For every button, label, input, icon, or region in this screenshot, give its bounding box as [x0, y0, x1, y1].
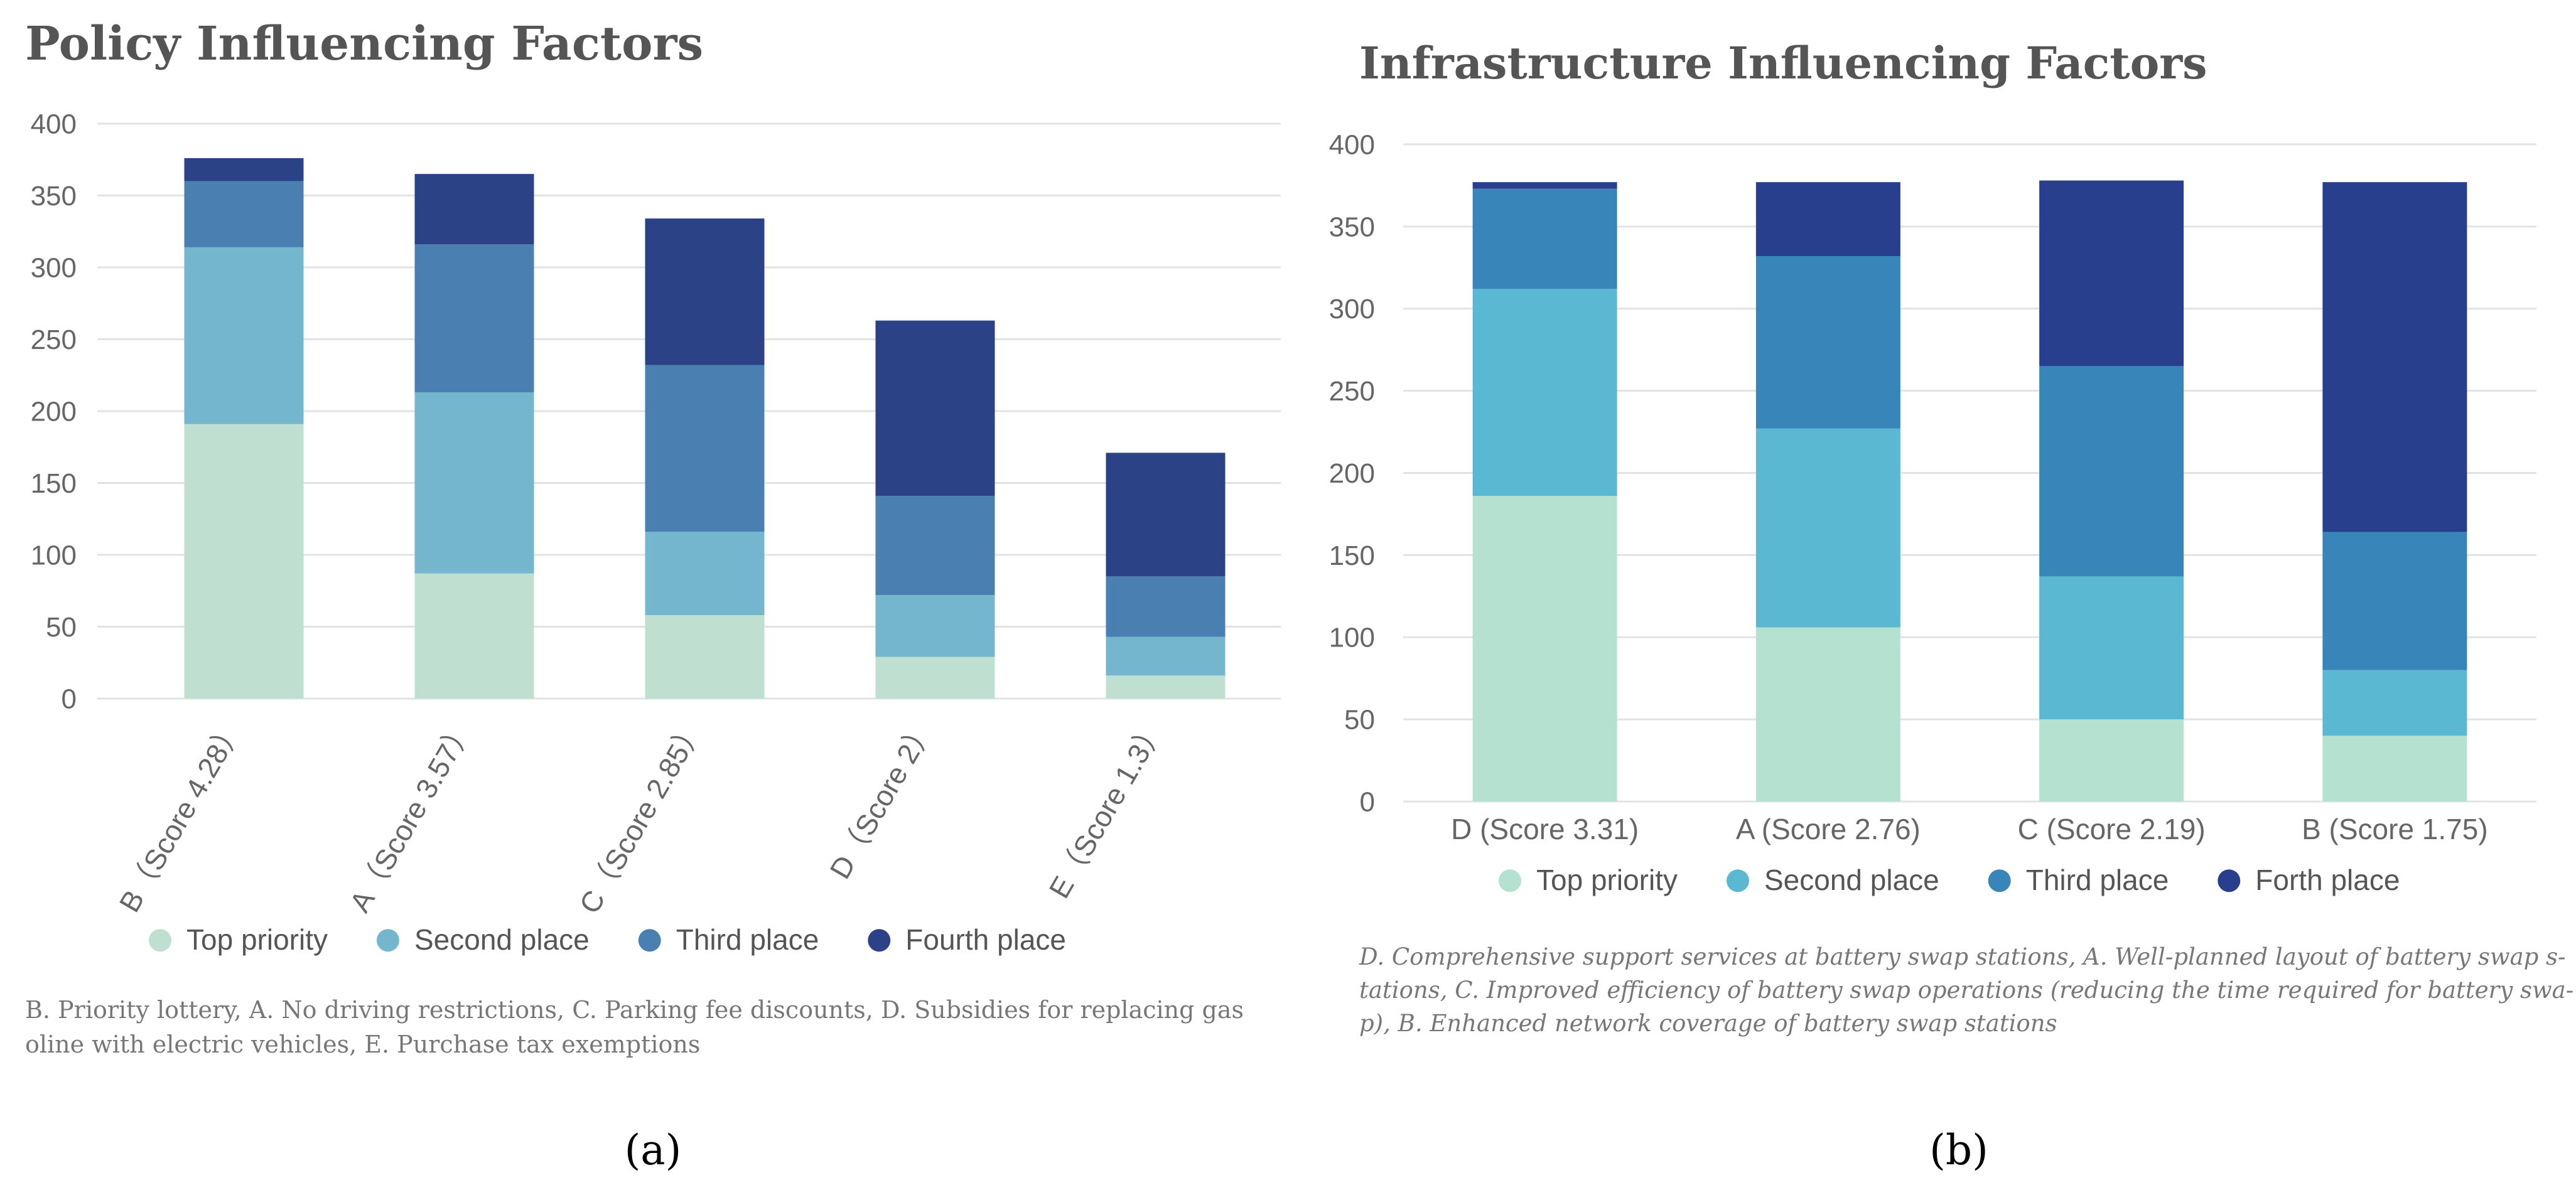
bar-segment	[875, 496, 995, 596]
caption-line: D. Comprehensive support services at bat…	[1359, 943, 2566, 970]
bar-segment	[414, 573, 534, 699]
y-tick-label: 100	[1329, 623, 1375, 653]
caption-line: oline with electric vehicles, E. Purchas…	[25, 1031, 700, 1058]
bar-segment	[184, 181, 304, 247]
legend-label: Second place	[1764, 864, 1939, 896]
x-tick-label: C (Score 2.19)	[2018, 813, 2206, 845]
bar-segment	[1755, 182, 1900, 256]
y-tick-label: 100	[31, 540, 77, 571]
bar-segment	[2322, 736, 2467, 801]
bar-segment	[1106, 576, 1226, 637]
legend-swatch	[376, 929, 399, 952]
y-tick-label: 300	[1329, 294, 1375, 324]
panel-a-policy-chart: Policy Influencing Factors 0 50 100 150 200 25…	[25, 17, 1281, 1174]
bar-segment	[2039, 366, 2184, 577]
y-tick-label: 50	[46, 612, 77, 643]
y-tick-label: 350	[1329, 212, 1375, 242]
bar-segment	[2039, 719, 2184, 801]
y-tick-label: 400	[1329, 129, 1375, 160]
bar-segment	[1106, 453, 1226, 577]
bar-segment	[184, 247, 304, 424]
bar-segment	[414, 174, 534, 245]
y-tick-label: 200	[1329, 458, 1375, 489]
legend-label: Second place	[414, 923, 590, 956]
legend-label: Top priority	[1536, 864, 1678, 896]
y-tick-label: 0	[1360, 786, 1375, 817]
bar-segment	[1106, 636, 1226, 676]
y-tick-label: 250	[31, 324, 77, 355]
x-tick-label: B (Score 1.75)	[2302, 813, 2488, 845]
bar-segment	[1472, 182, 1617, 189]
panel-label: (b)	[1929, 1126, 1988, 1174]
y-tick-label: 400	[31, 109, 77, 139]
bar-segment	[1472, 188, 1617, 289]
legend-swatch	[638, 929, 661, 952]
bar-segment	[875, 657, 995, 699]
x-tick-label: E（Score 1.3）	[1042, 714, 1171, 904]
legend-swatch	[1988, 869, 2011, 893]
bar-segment	[414, 244, 534, 393]
bar-segment	[645, 615, 765, 699]
y-tick-label: 250	[1329, 376, 1375, 407]
bar-segment	[1472, 289, 1617, 496]
y-tick-label: 300	[31, 252, 77, 283]
bar-segment	[414, 392, 534, 574]
legend-label: Third place	[676, 923, 819, 956]
bar-segment	[1106, 675, 1226, 699]
y-tick-label: 150	[31, 468, 77, 499]
bar-segment	[2039, 576, 2184, 720]
legend-label: Fourth place	[905, 923, 1066, 956]
bar-segment	[1755, 627, 1900, 801]
caption-line: p), B. Enhanced network coverage of batt…	[1359, 1010, 2057, 1037]
bar-segment	[184, 158, 304, 181]
bar-segment	[875, 595, 995, 657]
legend-swatch	[149, 929, 171, 952]
bar-segment	[1472, 496, 1617, 801]
chart-title: Policy Influencing Factors	[25, 17, 703, 71]
panel-b-infrastructure-chart: Infrastructure Influencing Factors 0 50 100…	[1329, 37, 2574, 1174]
y-tick-label: 0	[62, 683, 77, 714]
panel-label: (a)	[625, 1126, 682, 1174]
x-tick-label: A（Score 3.57）	[343, 714, 480, 918]
legend-swatch	[868, 929, 891, 952]
bar-segment	[184, 424, 304, 699]
bar-segment	[2322, 182, 2467, 532]
legend-swatch	[1726, 869, 1749, 893]
legend-label: Forth place	[2255, 864, 2400, 896]
bar-segment	[1755, 428, 1900, 628]
legend-swatch	[2218, 869, 2241, 893]
x-tick-label: C（Score 2.85）	[573, 714, 710, 919]
y-tick-label: 350	[31, 181, 77, 212]
legend-label: Third place	[2026, 864, 2169, 896]
y-tick-label: 50	[1344, 705, 1375, 736]
bar-segment	[1755, 255, 1900, 429]
bar-segment	[645, 365, 765, 532]
bar-segment	[875, 320, 995, 496]
bar-segment	[645, 218, 765, 365]
chart-title: Infrastructure Influencing Factors	[1359, 37, 2207, 89]
y-tick-label: 200	[31, 396, 77, 427]
x-tick-label: D (Score 3.31)	[1451, 813, 1639, 845]
y-tick-label: 150	[1329, 540, 1375, 571]
x-tick-label: B（Score 4.28）	[113, 714, 250, 918]
bar-segment	[2322, 532, 2467, 670]
bar-segment	[2039, 180, 2184, 367]
x-tick-label: A (Score 2.76)	[1736, 813, 1921, 845]
legend-label: Top priority	[186, 923, 328, 956]
x-tick-label: D（Score 2）	[823, 714, 940, 884]
caption-line: B. Priority lottery, A. No driving restr…	[25, 996, 1244, 1024]
caption-line: tations, C. Improved efficiency of batte…	[1359, 977, 2573, 1004]
bar-segment	[645, 532, 765, 616]
bar-segment	[2322, 670, 2467, 736]
legend-swatch	[1499, 869, 1521, 893]
